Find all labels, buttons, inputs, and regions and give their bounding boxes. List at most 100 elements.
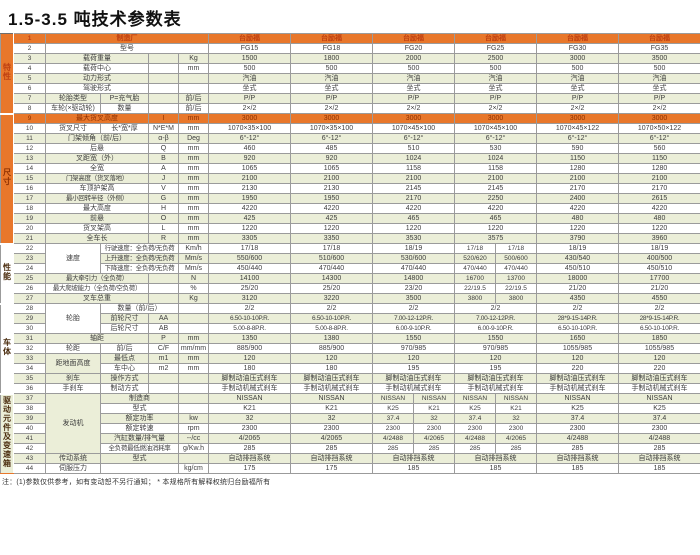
value-cell: 3800 (455, 294, 496, 304)
group-label-text: 车体 (2, 338, 13, 356)
value-cell: 185 (373, 464, 455, 474)
label-cell: 驾驶形式 (46, 84, 149, 94)
value-cell: K21 (209, 404, 291, 414)
value-cell: 180 (209, 364, 291, 374)
label-cell: Km/h (179, 244, 209, 254)
label-cell (149, 374, 179, 384)
table-row: 18最大高度Hmm422042204220422042204220 (1, 204, 700, 214)
value-cell: 460 (209, 144, 291, 154)
value-cell: 脚制动油压式刹车 (537, 374, 619, 384)
value-cell: 23/20 (373, 284, 455, 294)
value-cell: 6°-12° (455, 134, 537, 144)
label-cell (179, 374, 209, 384)
value-cell: 4550 (619, 294, 700, 304)
value-cell: 脚制动油压式刹车 (291, 374, 373, 384)
value-cell: 台励福 (619, 34, 700, 44)
value-cell: 25/20 (209, 284, 291, 294)
value-cell: 32 (291, 414, 373, 424)
label-cell (179, 394, 209, 404)
row-number-cell: 28 (14, 304, 46, 314)
value-cell: 18/19 (619, 244, 700, 254)
value-cell: 3000 (291, 114, 373, 124)
label-cell: 轮胎类型 (46, 94, 101, 104)
label-cell: Kg (179, 54, 209, 64)
label-cell: mm (179, 354, 209, 364)
label-cell: mm (179, 214, 209, 224)
value-cell: 175 (209, 464, 291, 474)
value-cell: 3000 (537, 54, 619, 64)
value-cell: 450/440 (209, 264, 291, 274)
group-label: 特性 (1, 34, 14, 114)
value-cell: 2/2 (619, 304, 700, 314)
label-cell: 最低点 (101, 354, 149, 364)
value-cell: 手制动机械式刹车 (537, 384, 619, 394)
label-cell: 全负荷最低燃油消耗率 (101, 444, 179, 454)
value-cell: 台励福 (209, 34, 291, 44)
value-cell: 1220 (291, 224, 373, 234)
value-cell: K25 (537, 404, 619, 414)
value-cell: 1150 (537, 154, 619, 164)
value-cell: 2×/2 (619, 104, 700, 114)
label-cell: 操作方式 (101, 374, 149, 384)
label-cell: 手刹车 (46, 384, 101, 394)
label-cell: kg/cm (179, 464, 209, 474)
value-cell: 37.4 (455, 414, 496, 424)
value-cell: 32 (414, 414, 455, 424)
value-cell: 120 (619, 354, 700, 364)
value-cell: 1065 (209, 164, 291, 174)
value-cell: K25 (619, 404, 700, 414)
value-cell: 885/900 (209, 344, 291, 354)
value-cell: 470/440 (373, 264, 455, 274)
label-cell: L (149, 224, 179, 234)
value-cell: 1220 (373, 224, 455, 234)
label-cell: 动力形式 (46, 74, 149, 84)
label-cell: 上升速度：全负荷/无负荷 (101, 254, 179, 264)
value-cell: 220 (537, 364, 619, 374)
value-cell: 2300 (291, 424, 373, 434)
value-cell: 3500 (373, 294, 455, 304)
value-cell: 450/510 (619, 264, 700, 274)
value-cell: 25/20 (291, 284, 373, 294)
value-cell: 手制动机械式刹车 (455, 384, 537, 394)
value-cell: 500 (209, 64, 291, 74)
value-cell: 1070×35×100 (209, 124, 291, 134)
spec-table: 特性1制造厂台励福台励福台励福台励福台励福台励福2型号FG15FG18FG20F… (0, 33, 700, 474)
value-cell: 970/985 (373, 344, 455, 354)
value-cell: 自动排挡系统 (455, 454, 537, 464)
label-cell: m2 (149, 364, 179, 374)
value-cell: NISSAN (209, 394, 291, 404)
label-cell: H (149, 204, 179, 214)
value-cell: 510/600 (291, 254, 373, 264)
value-cell: 1220 (209, 224, 291, 234)
label-cell: % (179, 284, 209, 294)
footnote: 注：(1)参数仅供参考，如有变动恕不另行通知； * 本规格所有解释权统归台励福所… (2, 477, 700, 487)
value-cell: 450/510 (537, 264, 619, 274)
label-cell (179, 404, 209, 414)
value-cell: 1055/985 (619, 344, 700, 354)
value-cell: 2145 (455, 184, 537, 194)
label-cell: mm (179, 334, 209, 344)
value-cell: 台励福 (537, 34, 619, 44)
value-cell: 28*9-15-14P.R. (537, 314, 619, 324)
value-cell: 5.00-8-8P.R. (209, 324, 291, 334)
row-number-cell: 33 (14, 354, 46, 364)
row-number-cell: 41 (14, 434, 46, 444)
label-cell (179, 384, 209, 394)
value-cell: 17/18 (209, 244, 291, 254)
value-cell: 285 (455, 444, 496, 454)
value-cell: 4/2065 (291, 434, 373, 444)
value-cell: 1350 (209, 334, 291, 344)
value-cell: 920 (291, 154, 373, 164)
value-cell: 手制动机械式刹车 (291, 384, 373, 394)
label-cell: 速度 (46, 244, 101, 274)
label-cell: 制动方式 (101, 384, 149, 394)
value-cell: 1220 (455, 224, 537, 234)
label-cell: 前轮尺寸 (101, 314, 149, 324)
row-number-cell: 44 (14, 464, 46, 474)
value-cell: FG30 (537, 44, 619, 54)
label-cell: 伺服压力 (46, 464, 101, 474)
value-cell: NISSAN (455, 394, 496, 404)
row-number-cell: 43 (14, 454, 46, 464)
label-cell: 制造商 (101, 394, 179, 404)
table-row: 4载荷中心mm500500500500500500 (1, 64, 700, 74)
